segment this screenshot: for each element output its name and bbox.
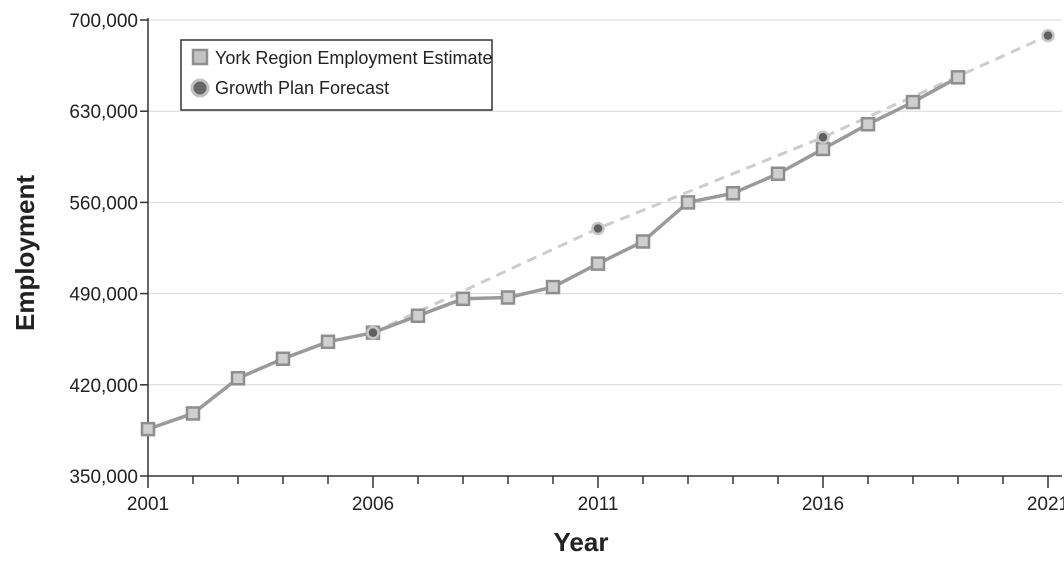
y-axis-ticks: 350,000 420,000 490,000 560,000 630,000 700,0… [69, 11, 148, 488]
estimate-point [185, 406, 201, 421]
estimate-point [770, 166, 786, 181]
x-tick-label: 2001 [127, 494, 169, 515]
forecast-point [591, 221, 605, 236]
estimate-point [950, 70, 966, 85]
estimate-point [500, 290, 516, 305]
y-axis-title: Employment [10, 175, 40, 331]
x-tick-label: 2011 [578, 494, 619, 515]
forecast-point [1041, 28, 1055, 43]
x-axis-title: Year [554, 527, 609, 556]
y-tick-label: 490,000 [69, 285, 138, 306]
legend-marker-square [191, 48, 209, 66]
x-tick-label: 2006 [352, 494, 394, 515]
y-tick-label: 420,000 [69, 376, 138, 397]
y-tick-label: 700,000 [69, 11, 138, 32]
legend-box [180, 39, 493, 111]
series-layer [140, 28, 1055, 437]
estimate-line [147, 75, 959, 431]
x-tick-label: 2021 [1027, 494, 1064, 515]
legend: York Region Employment Estimate Growth P… [180, 39, 493, 111]
estimate-point [320, 334, 336, 350]
estimate-point [140, 421, 156, 437]
estimate-point [635, 234, 651, 249]
forecast-point [366, 325, 380, 340]
legend-label-estimate: York Region Employment Estimate [215, 48, 492, 68]
y-tick-label: 560,000 [69, 193, 138, 214]
estimate-point [275, 351, 291, 366]
legend-label-forecast: Growth Plan Forecast [215, 78, 389, 98]
y-tick-label: 630,000 [69, 102, 138, 123]
estimate-point [905, 94, 921, 110]
axes [147, 18, 1062, 477]
gridlines [148, 19, 1062, 386]
y-tick-label: 350,000 [69, 467, 138, 488]
legend-item-forecast: Growth Plan Forecast [190, 78, 389, 98]
estimate-point [725, 186, 741, 201]
estimate-point [815, 141, 831, 157]
x-tick-label: 2016 [802, 494, 844, 515]
legend-item-estimate: York Region Employment Estimate [191, 48, 492, 68]
estimate-point [545, 279, 561, 295]
estimate-point [455, 291, 471, 307]
legend-marker-circle [190, 78, 210, 98]
estimate-point [230, 371, 246, 386]
x-axis-ticks: 2001 2006 2011 2016 2021 [127, 476, 1064, 515]
estimate-point [860, 116, 876, 132]
estimate-point [680, 195, 696, 210]
forecast-line [372, 34, 1049, 335]
forecast-point [816, 130, 830, 145]
estimate-point [410, 308, 426, 323]
estimate-point [590, 256, 606, 271]
